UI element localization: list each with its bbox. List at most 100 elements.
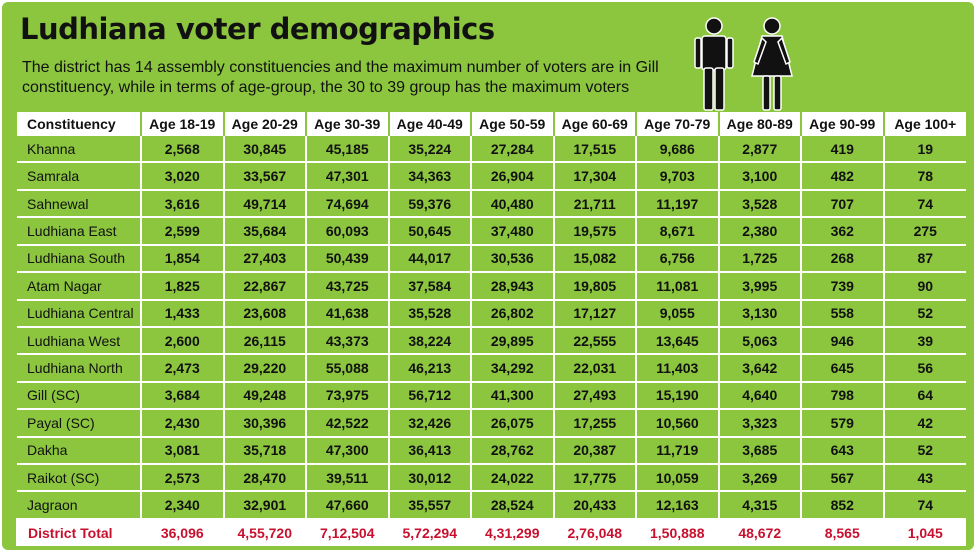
voter-count-cell: 74,694	[305, 189, 389, 219]
constituency-cell: Raikot (SC)	[17, 464, 141, 493]
voter-count-cell: 3,642	[717, 354, 801, 383]
voter-count-cell: 23,608	[222, 299, 306, 328]
voter-count-cell: 17,255	[552, 409, 636, 438]
voter-count-cell: 27,403	[222, 244, 306, 274]
voter-count-cell: 39,511	[305, 464, 389, 493]
voter-count-cell: 47,660	[305, 491, 389, 520]
constituency-cell: Sahnewal	[17, 189, 141, 219]
table-row: Ludhiana East 2,599 35,684 60,093 50,645 37,4…	[17, 217, 966, 246]
total-value-cell: 4,55,720	[222, 519, 306, 546]
voter-count-cell: 55,088	[305, 354, 389, 383]
total-value-cell: 2,76,048	[552, 519, 636, 546]
voter-count-cell: 946	[800, 326, 884, 356]
voter-count-cell: 2,380	[717, 217, 801, 246]
voter-count-cell: 27,284	[470, 136, 554, 164]
voter-count-cell: 3,269	[717, 464, 801, 493]
column-header: Age 100+	[882, 112, 966, 136]
woman-figure-icon	[751, 17, 793, 111]
table-row: Sahnewal 3,616 49,714 74,694 59,376 40,480 21,…	[17, 189, 966, 219]
voter-count-cell: 28,762	[470, 436, 554, 466]
voter-count-cell: 45,185	[305, 136, 389, 164]
voter-count-cell: 26,075	[470, 409, 554, 438]
voter-count-cell: 12,163	[635, 491, 719, 520]
voter-count-cell: 32,901	[222, 491, 306, 520]
voter-count-cell: 26,115	[222, 326, 306, 356]
column-header: Age 40-49	[387, 112, 471, 136]
voter-count-cell: 43	[882, 464, 966, 493]
voter-count-cell: 19,575	[552, 217, 636, 246]
voter-count-cell: 34,363	[387, 162, 471, 191]
voter-count-cell: 852	[800, 491, 884, 520]
voter-count-cell: 2,568	[140, 136, 224, 164]
table-body: Khanna 2,568 30,845 45,185 35,224 27,284 17,51…	[17, 136, 966, 520]
voter-count-cell: 30,845	[222, 136, 306, 164]
voter-count-cell: 36,413	[387, 436, 471, 466]
constituency-cell: Ludhiana East	[17, 217, 141, 246]
voter-count-cell: 8,671	[635, 217, 719, 246]
voter-count-cell: 73,975	[305, 381, 389, 411]
man-figure-icon	[694, 17, 734, 111]
voter-count-cell: 3,020	[140, 162, 224, 191]
voter-count-cell: 482	[800, 162, 884, 191]
voter-count-cell: 419	[800, 136, 884, 164]
voter-count-cell: 645	[800, 354, 884, 383]
voter-count-cell: 78	[882, 162, 966, 191]
voter-count-cell: 6,756	[635, 244, 719, 274]
voter-count-cell: 3,100	[717, 162, 801, 191]
voter-count-cell: 28,470	[222, 464, 306, 493]
voter-count-cell: 60,093	[305, 217, 389, 246]
voter-count-cell: 52	[882, 436, 966, 466]
voter-count-cell: 15,190	[635, 381, 719, 411]
voter-count-cell: 3,323	[717, 409, 801, 438]
voter-count-cell: 798	[800, 381, 884, 411]
voter-count-cell: 10,059	[635, 464, 719, 493]
voter-table-container: Constituency Age 18-19 Age 20-29 Age 30-39 A…	[16, 112, 966, 546]
voter-count-cell: 11,403	[635, 354, 719, 383]
voter-count-cell: 41,300	[470, 381, 554, 411]
voter-count-cell: 21,711	[552, 189, 636, 219]
constituency-cell: Atam Nagar	[17, 272, 141, 301]
voter-count-cell: 643	[800, 436, 884, 466]
voter-count-cell: 1,433	[140, 299, 224, 328]
voter-count-cell: 28,524	[470, 491, 554, 520]
column-header: Constituency	[17, 112, 141, 136]
column-header: Age 18-19	[140, 112, 224, 136]
voter-count-cell: 2,430	[140, 409, 224, 438]
voter-count-cell: 32,426	[387, 409, 471, 438]
voter-count-cell: 3,616	[140, 189, 224, 219]
page-title: Ludhiana voter demographics	[20, 12, 495, 46]
voter-count-cell: 4,315	[717, 491, 801, 520]
voter-count-cell: 5,063	[717, 326, 801, 356]
voter-count-cell: 35,557	[387, 491, 471, 520]
voter-count-cell: 275	[882, 217, 966, 246]
voter-count-cell: 2,877	[717, 136, 801, 164]
constituency-cell: Ludhiana Central	[17, 299, 141, 328]
total-label-cell: District Total	[16, 519, 141, 546]
voter-count-cell: 2,600	[140, 326, 224, 356]
voter-count-cell: 1,725	[717, 244, 801, 274]
voter-count-cell: 47,301	[305, 162, 389, 191]
voter-count-cell: 27,493	[552, 381, 636, 411]
voter-count-cell: 17,304	[552, 162, 636, 191]
constituency-cell: Payal (SC)	[17, 409, 141, 438]
voter-count-cell: 40,480	[470, 189, 554, 219]
voter-count-cell: 567	[800, 464, 884, 493]
voter-count-cell: 9,703	[635, 162, 719, 191]
voter-count-cell: 579	[800, 409, 884, 438]
total-value-cell: 36,096	[140, 519, 224, 546]
voter-count-cell: 30,012	[387, 464, 471, 493]
voter-count-cell: 10,560	[635, 409, 719, 438]
voter-count-cell: 19	[882, 136, 966, 164]
voter-count-cell: 37,480	[470, 217, 554, 246]
voter-count-cell: 3,081	[140, 436, 224, 466]
voter-count-cell: 74	[882, 189, 966, 219]
voter-count-cell: 37,584	[387, 272, 471, 301]
voter-count-cell: 34,292	[470, 354, 554, 383]
voter-count-cell: 22,031	[552, 354, 636, 383]
constituency-cell: Ludhiana South	[17, 244, 141, 274]
column-header: Age 30-39	[305, 112, 389, 136]
voter-count-cell: 87	[882, 244, 966, 274]
total-value-cell: 5,72,294	[387, 519, 471, 546]
total-value-cell: 1,045	[882, 519, 966, 546]
